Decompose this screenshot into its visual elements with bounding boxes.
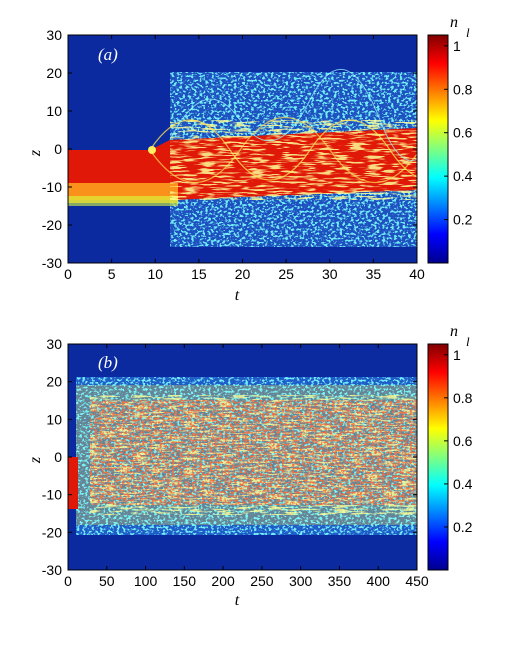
x-tick-label: 0 xyxy=(64,266,72,282)
x-tick-label: 100 xyxy=(134,573,158,589)
heatmap-a-transition-point xyxy=(148,146,156,154)
axis-ticks-a: 0 5 10 15 20 25 30 35 40 30 20 10 0 -10 -20 -30 xyxy=(42,27,425,282)
y-tick-label: 20 xyxy=(46,65,62,81)
colorbar-b xyxy=(427,343,449,571)
colorbar-tick-label: 0.6 xyxy=(453,433,473,449)
heatmap-a xyxy=(68,35,417,263)
y-tick-label: 30 xyxy=(46,336,62,352)
x-axis-label-b: t xyxy=(235,592,240,609)
x-axis-label-a: t xyxy=(235,287,240,304)
x-tick-label: 200 xyxy=(211,573,235,589)
panel-label-b: (b) xyxy=(98,353,118,372)
colorbar-tick-label: 0.2 xyxy=(453,519,473,535)
y-tick-label: 0 xyxy=(54,141,62,157)
y-axis-label-a: z xyxy=(27,149,44,157)
colorbar-tick-label: 0.8 xyxy=(453,390,473,406)
y-tick-label: -20 xyxy=(42,217,62,233)
y-axis-label-b: z xyxy=(27,456,44,464)
colorbar-tick-label: 0.4 xyxy=(453,168,473,184)
colorbar-tick-label: 1 xyxy=(453,347,461,363)
y-tick-label: 0 xyxy=(54,449,62,465)
y-tick-label: -10 xyxy=(42,487,62,503)
colorbar-tick-label: 0.8 xyxy=(453,81,473,97)
y-tick-label: 30 xyxy=(46,27,62,43)
x-tick-label: 300 xyxy=(289,573,313,589)
x-tick-label: 20 xyxy=(235,266,251,282)
panel-a: 0 5 10 15 20 25 30 35 40 30 20 10 0 -10 -20 -30 (a) t z… xyxy=(27,14,473,304)
x-tick-label: 350 xyxy=(328,573,352,589)
y-tick-label: -20 xyxy=(42,524,62,540)
colorbar-tick-label: 1 xyxy=(453,38,461,54)
x-tick-label: 10 xyxy=(147,266,163,282)
y-tick-label: -10 xyxy=(42,179,62,195)
x-tick-label: 50 xyxy=(99,573,115,589)
colorbar-label-b: n xyxy=(450,323,458,340)
panel-label-a: (a) xyxy=(98,45,118,64)
heatmap-a-wave-1 xyxy=(149,119,417,181)
x-tick-label: 400 xyxy=(367,573,391,589)
x-tick-label: 30 xyxy=(322,266,338,282)
colorbar-label-a: n xyxy=(450,14,458,31)
x-tick-label: 40 xyxy=(409,266,425,282)
x-tick-label: 15 xyxy=(191,266,207,282)
heatmap-a-bulk-edge-low xyxy=(68,196,178,206)
x-tick-label: 0 xyxy=(64,573,72,589)
heatmap-b-noise-red xyxy=(90,400,417,505)
colorbar-a xyxy=(427,34,449,264)
heatmap-a-wave-3 xyxy=(169,68,417,161)
y-tick-label: 20 xyxy=(46,374,62,390)
heatmap-b-initial-bulk xyxy=(68,457,78,509)
y-tick-label: -30 xyxy=(42,562,62,578)
colorbar-tick-label: 0.4 xyxy=(453,476,473,492)
colorbar-ticks-b: 0.2 0.4 0.6 0.8 1 xyxy=(444,347,473,535)
heatmap-b xyxy=(68,344,417,570)
colorbar-label-sub-a: l xyxy=(466,25,470,40)
x-tick-label: 35 xyxy=(366,266,382,282)
x-tick-label: 5 xyxy=(108,266,116,282)
y-tick-label: 10 xyxy=(46,103,62,119)
heatmap-a-noise-yellow xyxy=(170,120,417,200)
y-tick-label: -30 xyxy=(42,255,62,271)
heatmap-a-wave-2 xyxy=(149,116,417,184)
colorbar-ticks-a: 0.2 0.4 0.6 0.8 1 xyxy=(444,38,473,228)
x-tick-label: 150 xyxy=(173,573,197,589)
x-tick-label: 250 xyxy=(250,573,274,589)
y-tick-label: 10 xyxy=(46,411,62,427)
panel-b: 0 50 100 150 200 250 300 350 400 4503020100-10-20… xyxy=(27,323,473,609)
x-tick-label: 450 xyxy=(405,573,429,589)
axis-ticks-b: 0 50 100 150 200 250 300 350 400 4503020100-10-20… xyxy=(42,336,429,589)
colorbar-tick-label: 0.2 xyxy=(453,212,473,228)
colorbar-label-sub-b: l xyxy=(466,334,470,349)
x-tick-label: 25 xyxy=(278,266,294,282)
colorbar-tick-label: 0.6 xyxy=(453,125,473,141)
